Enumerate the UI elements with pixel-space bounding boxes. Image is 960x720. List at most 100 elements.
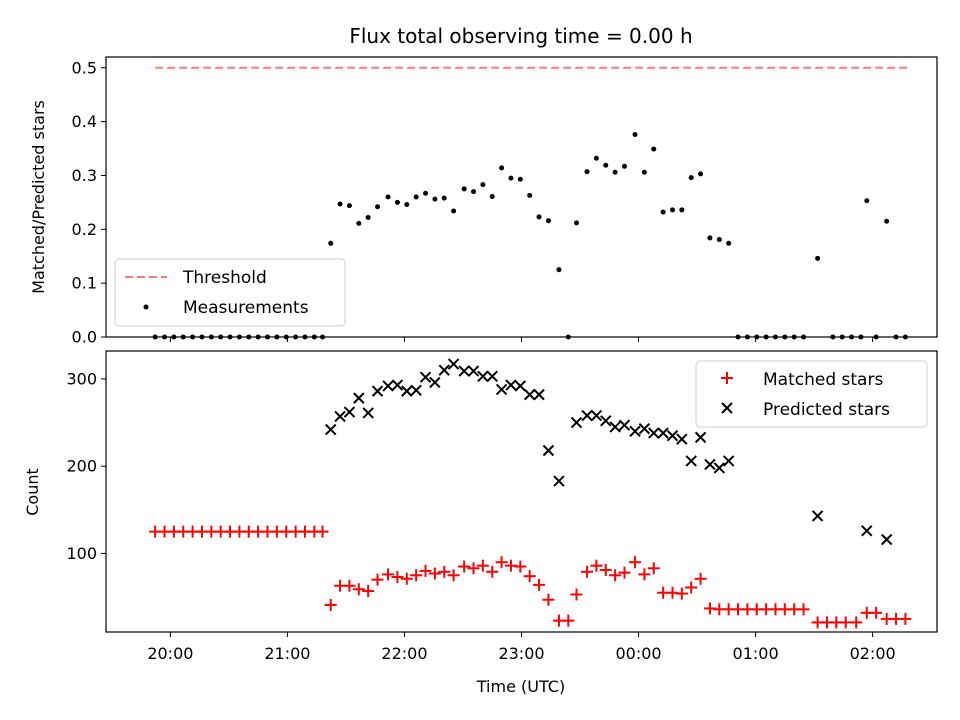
- measurement-point: [716, 237, 722, 243]
- legend-bottom: Matched stars Predicted stars: [695, 360, 928, 428]
- matched-marker: [590, 559, 603, 572]
- matched-marker: [316, 525, 329, 538]
- matched-marker: [514, 560, 527, 573]
- measurement-point: [499, 165, 505, 171]
- measurement-point: [441, 195, 447, 201]
- matched-marker: [542, 593, 555, 606]
- measurement-point: [621, 163, 627, 169]
- measurement-point: [451, 208, 457, 214]
- matched-marker: [428, 567, 441, 580]
- matched-marker: [419, 564, 432, 577]
- predicted-marker: [343, 406, 356, 418]
- predicted-marker: [382, 380, 394, 392]
- predicted-marker: [629, 425, 641, 437]
- y-tick-label: 0.5: [72, 58, 97, 77]
- predicted-marker: [861, 525, 873, 537]
- predicted-marker: [419, 371, 432, 383]
- predicted-marker: [609, 421, 621, 433]
- y-axis-label-count: Count: [23, 468, 42, 516]
- x-axis-label: Time (UTC): [476, 677, 565, 696]
- chart-title: Flux total observing time = 0.00 h: [349, 24, 692, 48]
- matched-marker: [438, 565, 451, 578]
- matched-marker: [899, 612, 912, 625]
- flux-ratio-panel: Flux total observing time = 0.00 h Match…: [29, 24, 938, 347]
- series-predicted-stars: [325, 358, 893, 546]
- predicted-marker: [391, 379, 404, 391]
- measurement-point: [432, 196, 438, 202]
- legend-threshold-label: Threshold: [182, 268, 267, 288]
- y-tick-label: 0.4: [72, 112, 97, 131]
- predicted-marker: [438, 364, 450, 376]
- y-tick-label: 0.3: [72, 166, 97, 185]
- predicted-marker: [533, 388, 545, 401]
- predicted-marker: [713, 462, 726, 474]
- predicted-marker: [657, 427, 669, 439]
- legend-top: Threshold Measurements: [114, 258, 346, 327]
- matched-marker: [458, 560, 471, 573]
- predicted-marker: [523, 388, 536, 401]
- predicted-marker: [638, 422, 651, 435]
- predicted-marker: [514, 380, 527, 392]
- matched-marker: [324, 598, 337, 611]
- x-tick-label: 23:00: [498, 644, 544, 663]
- predicted-marker: [618, 419, 631, 431]
- predicted-marker: [581, 409, 593, 422]
- legend-box: [114, 258, 346, 327]
- measurement-point: [489, 193, 495, 199]
- measurement-point: [669, 207, 675, 213]
- matched-marker: [581, 565, 594, 578]
- matched-marker: [533, 578, 546, 591]
- measurement-point: [603, 162, 609, 168]
- axes-frame-top: [105, 56, 938, 338]
- measurement-point: [375, 204, 381, 210]
- matched-marker: [797, 603, 810, 616]
- legend-matched-label: Matched stars: [763, 370, 883, 390]
- predicted-marker: [458, 365, 470, 377]
- predicted-marker: [495, 383, 508, 396]
- measurement-point: [574, 220, 580, 226]
- measurement-point: [423, 190, 429, 196]
- predicted-marker: [600, 415, 612, 427]
- matched-marker: [562, 614, 575, 627]
- predicted-marker: [362, 407, 374, 419]
- matched-marker: [352, 583, 365, 596]
- matched-marker: [629, 556, 642, 569]
- matched-marker: [486, 565, 499, 578]
- star-count-panel: Count Time (UTC) 100 200 300 20:00 21:00 22:0…: [23, 350, 938, 696]
- series-matched-stars: [149, 525, 912, 629]
- legend-predicted-swatch: [721, 402, 733, 414]
- predicted-marker: [722, 455, 735, 467]
- measurement-point: [679, 207, 685, 213]
- matched-marker: [523, 570, 536, 583]
- plot-area-top: 0.0 0.1 0.2 0.3 0.4 0.5: [72, 58, 908, 347]
- predicted-marker: [505, 379, 517, 391]
- matched-marker: [618, 566, 631, 579]
- measurement-point: [461, 186, 467, 192]
- matched-marker: [362, 584, 375, 597]
- y-tick-label: 0.0: [72, 328, 97, 347]
- measurement-point: [536, 214, 542, 220]
- measurement-point: [556, 267, 562, 273]
- legend-predicted-label: Predicted stars: [763, 400, 890, 420]
- predicted-marker: [467, 365, 480, 377]
- measurement-point: [688, 175, 694, 181]
- matched-marker: [570, 588, 583, 601]
- y-tick-label: 0.2: [72, 220, 97, 239]
- measurement-point: [698, 171, 704, 177]
- predicted-marker: [590, 409, 603, 422]
- measurement-point: [584, 169, 590, 175]
- measurement-point: [632, 132, 638, 138]
- y-tick-label: 200: [66, 457, 97, 476]
- measurement-point: [328, 240, 334, 246]
- y-tick-label: 300: [66, 369, 97, 388]
- measurement-point: [545, 218, 551, 224]
- measurement-point: [413, 194, 419, 200]
- legend-matched-swatch: [721, 372, 733, 384]
- measurement-point: [660, 209, 666, 215]
- measurement-point: [527, 192, 533, 198]
- predicted-marker: [880, 533, 893, 546]
- matched-marker: [391, 571, 404, 584]
- measurement-point: [517, 176, 523, 182]
- x-tick-label: 00:00: [615, 644, 661, 663]
- matched-marker: [694, 572, 707, 585]
